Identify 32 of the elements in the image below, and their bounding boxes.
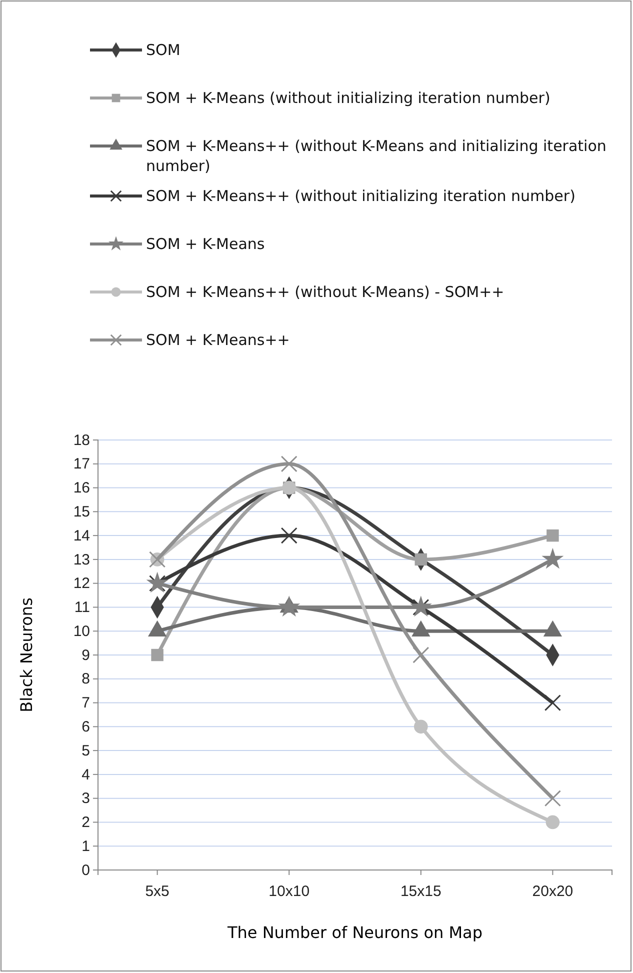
legend-label: SOM + K-Means xyxy=(146,235,265,253)
x-tick-label: 10x10 xyxy=(268,883,310,900)
y-tick-label: 11 xyxy=(74,599,90,616)
y-tick-label: 5 xyxy=(82,742,90,760)
y-tick-label: 3 xyxy=(82,790,90,808)
y-tick-label: 15 xyxy=(73,503,90,520)
y-tick-label: 4 xyxy=(82,766,90,784)
y-tick-label: 2 xyxy=(82,814,90,832)
y-tick-label: 12 xyxy=(73,575,90,592)
x-tick-label: 15x15 xyxy=(400,883,442,900)
legend-label: SOM + K-Means++ xyxy=(146,331,290,349)
legend-label: SOM + K-Means (without initializing iteration number) xyxy=(146,89,550,107)
y-tick-label: 16 xyxy=(73,480,90,497)
y-tick-label: 8 xyxy=(82,670,90,688)
y-tick-label: 0 xyxy=(82,862,90,879)
legend-label: SOM + K-Means++ (without K-Means) - SOM++ xyxy=(146,283,504,301)
y-axis-title: Black Neurons xyxy=(17,598,36,712)
y-tick-label: 10 xyxy=(73,622,90,640)
y-tick-label: 14 xyxy=(73,527,90,544)
x-tick-label: 5x5 xyxy=(145,883,170,900)
y-tick-label: 18 xyxy=(73,432,90,449)
x-tick-label: 20x20 xyxy=(532,883,574,900)
y-tick-label: 1 xyxy=(82,838,90,855)
y-tick-label: 6 xyxy=(82,718,90,736)
x-axis-title: The Number of Neurons on Map xyxy=(226,923,483,942)
y-tick-label: 13 xyxy=(73,551,90,568)
y-tick-label: 9 xyxy=(82,646,90,664)
legend-label: SOM xyxy=(146,41,180,59)
legend-label: SOM + K-Means++ (without K-Means and initializing iteration number) xyxy=(146,137,606,175)
legend-label: SOM + K-Means++ (without initializing iteration number) xyxy=(146,187,576,205)
y-tick-label: 17 xyxy=(73,456,90,473)
y-tick-label: 7 xyxy=(82,694,90,712)
